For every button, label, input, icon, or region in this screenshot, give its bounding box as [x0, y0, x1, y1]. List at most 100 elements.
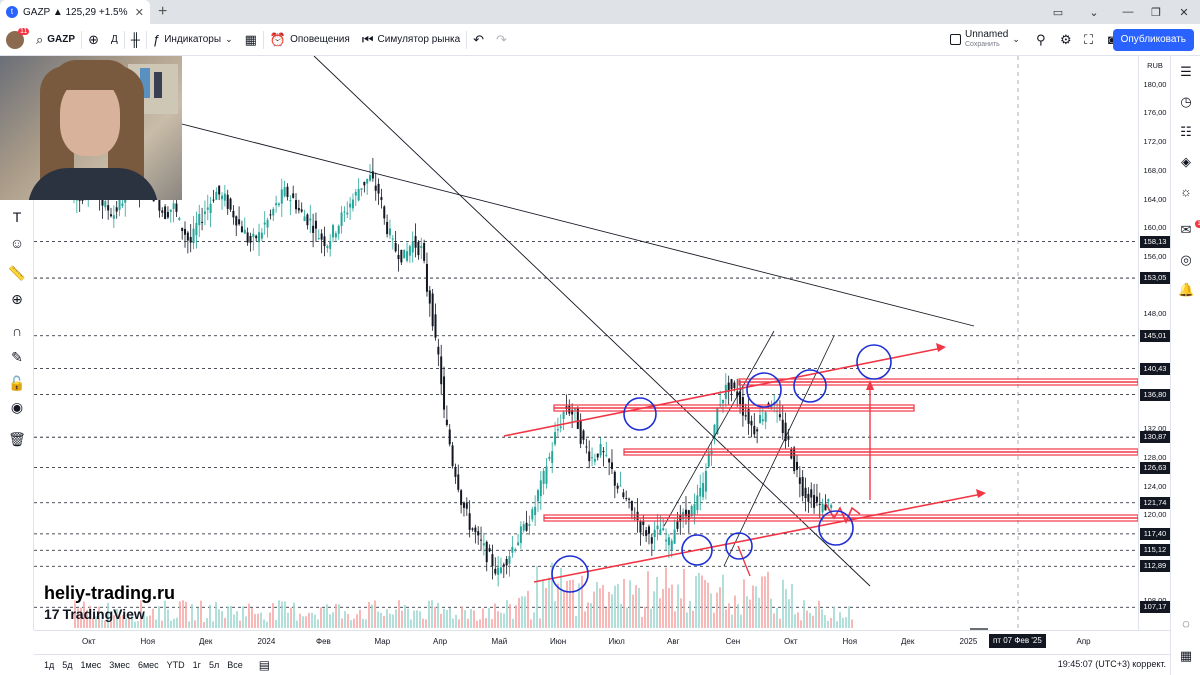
range-button[interactable]: 6мес — [137, 660, 159, 670]
browser-tab[interactable]: t GAZP ▲ 125,29 +1.5% / Unn ✕ — [0, 0, 150, 24]
candle-body — [323, 236, 326, 247]
volume-bar — [389, 613, 391, 628]
close-icon[interactable]: ✕ — [134, 6, 144, 19]
volume-bar — [296, 620, 298, 628]
trash-icon[interactable]: 🗑 — [8, 431, 26, 447]
lock-icon[interactable]: 🔓 — [8, 375, 26, 391]
clock[interactable]: 19:45:07 (UTC+3) — [1057, 659, 1130, 669]
candle-body — [531, 509, 534, 520]
range-button[interactable]: 5д — [62, 660, 73, 670]
indicators-button[interactable]: ƒ Индикаторы ⌄ — [147, 24, 239, 56]
fullscreen-button[interactable]: ⛶ — [1078, 24, 1099, 56]
layers-icon[interactable]: ◈ — [1181, 154, 1191, 169]
volume-bar — [215, 601, 217, 628]
volume-bar — [671, 584, 673, 628]
data-window-icon[interactable]: ☷ — [1180, 124, 1192, 139]
range-button[interactable]: 3мес — [109, 660, 130, 670]
range-button[interactable]: Все — [227, 660, 243, 670]
volume-bar — [104, 620, 106, 628]
emoji-icon[interactable]: ☺ — [9, 235, 25, 251]
candle-body — [667, 537, 670, 546]
range-button[interactable]: 5л — [208, 660, 220, 670]
alerts-clock-icon[interactable]: ◷ — [1180, 94, 1192, 109]
range-button[interactable]: YTD — [166, 660, 185, 670]
layout-icon[interactable]: ▭ — [1052, 6, 1064, 19]
candle-body — [781, 419, 784, 434]
compare-button[interactable]: ⊕ — [82, 24, 105, 56]
adjust-button[interactable]: коррект. — [1132, 659, 1166, 669]
volume-bar — [368, 602, 370, 628]
volume-bar — [788, 599, 790, 628]
range-button[interactable]: 1д — [44, 660, 55, 670]
replay-button[interactable]: ⏮ Симулятор рынка — [356, 24, 466, 56]
alerts-button[interactable]: ⏰ Оповещения — [264, 24, 356, 56]
range-button[interactable]: 1г — [192, 660, 201, 670]
volume-bar — [86, 609, 88, 628]
maximize-icon[interactable]: ❐ — [1151, 6, 1161, 19]
volume-bar — [374, 600, 376, 628]
ideas-icon[interactable]: ☼ — [1180, 184, 1192, 199]
candle-body — [110, 214, 113, 217]
signal-icon[interactable]: ◎ — [1180, 252, 1192, 267]
publish-button[interactable]: Опубликовать — [1112, 29, 1194, 51]
candle-body — [357, 189, 360, 201]
help-icon[interactable]: ◌ — [1182, 616, 1190, 631]
layout-menu[interactable]: Unnamed Сохранить ⌄ — [944, 24, 1026, 56]
bell-icon[interactable]: 🔔 — [1178, 282, 1195, 297]
new-tab-icon[interactable]: + — [158, 3, 168, 20]
volume-bar — [839, 612, 841, 628]
redo-button[interactable]: ↷ — [490, 24, 513, 56]
volume-bar — [791, 583, 793, 628]
quick-search-button[interactable]: ⚲ — [1030, 24, 1052, 56]
chat-icon[interactable]: ✉ 1 — [1178, 220, 1200, 238]
symbol-search[interactable]: ⌕ GAZP — [30, 24, 81, 56]
minimize-icon[interactable]: — — [1122, 6, 1134, 18]
snapshot-button[interactable]: ◙ — [1102, 24, 1122, 56]
volume-bar — [191, 604, 193, 628]
watchlist-icon[interactable]: ☰ — [1180, 64, 1192, 79]
calculator-icon[interactable]: ▦ — [1179, 648, 1193, 663]
time-label: Июл — [608, 637, 625, 646]
volume-bar — [314, 614, 316, 628]
text-tool-icon[interactable]: T — [12, 209, 22, 225]
volume-bar — [707, 582, 709, 628]
volume-bar — [464, 610, 466, 628]
zoom-in-icon[interactable]: ⊕ — [11, 291, 23, 307]
range-button[interactable]: 1мес — [80, 660, 102, 670]
candle-body — [406, 251, 409, 261]
pencil-lock-icon[interactable]: ✎ — [11, 349, 23, 365]
price-chart[interactable] — [34, 56, 1138, 630]
eye-icon[interactable]: ◉ — [10, 399, 24, 415]
volume-bar — [611, 594, 613, 628]
volume-bar — [650, 608, 652, 628]
ruler-icon[interactable]: 📏 — [8, 265, 26, 281]
templates-button[interactable]: ▦ — [239, 24, 263, 56]
chevron-down-icon[interactable]: ⌄ — [1089, 6, 1099, 19]
magnet-icon[interactable]: ∩ — [11, 323, 23, 339]
time-axis[interactable]: Окт Ноя Дек 2024 Фев Мар Апр Май Июн Июл Авг Сен Окт… — [34, 630, 1170, 654]
currency-label[interactable]: RUB — [1147, 61, 1163, 70]
candle-body — [118, 197, 121, 210]
price-axis[interactable]: RUB 180,00 176,00 172,00 168,00 164,00 160,00… — [1138, 56, 1170, 630]
candle-body — [189, 237, 192, 243]
volume-bar — [806, 610, 808, 628]
settings-button[interactable]: ⚙ — [1054, 24, 1078, 56]
calendar-icon[interactable]: ▤ — [258, 658, 271, 672]
close-window-icon[interactable]: ✕ — [1179, 6, 1189, 19]
candle-body — [275, 203, 278, 206]
chart-type-button[interactable]: ╫ — [125, 24, 146, 56]
volume-bar — [326, 604, 328, 628]
undo-button[interactable]: ↶ — [467, 24, 490, 56]
candle-body — [764, 412, 767, 422]
candle-body — [462, 502, 465, 508]
volume-bar — [608, 591, 610, 628]
candle-body — [277, 203, 280, 206]
volume-bar — [197, 607, 199, 628]
candle-body — [388, 228, 391, 236]
volume-bar — [629, 580, 631, 628]
candle-body — [511, 546, 514, 553]
interval-button[interactable]: Д — [105, 24, 124, 56]
user-avatar[interactable]: 11 — [0, 24, 30, 56]
volume-bar — [554, 601, 556, 628]
redo-icon: ↷ — [496, 31, 507, 47]
